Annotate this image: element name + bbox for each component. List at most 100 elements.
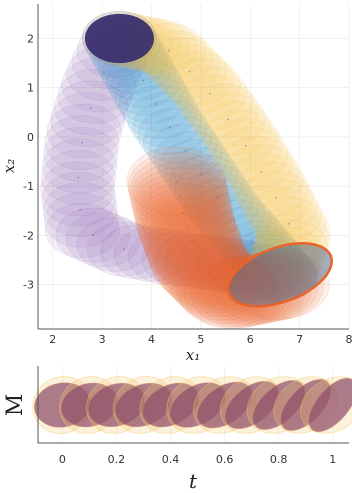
tube-ellipse [127,92,203,147]
tube-ellipse [66,212,141,268]
x-axis-label: x₁ [186,346,200,364]
tube-ellipse [190,185,265,241]
x-tick-label: 6 [247,333,254,346]
tube-ellipse [229,153,304,208]
x-tick-label: 8 [346,333,352,346]
sub-y-axis-label: M [3,394,28,417]
tube-ellipse [196,100,272,156]
sub-x-tick-label: 0.6 [216,453,234,466]
center-dot [191,241,193,243]
center-dot [155,103,157,105]
tube-ellipse [127,151,228,222]
tube-ellipse [218,135,294,191]
center-dot [244,144,247,147]
tube-ellipse [153,131,229,187]
center-dot [123,248,126,250]
center-dot [178,196,181,198]
main-grid [38,4,350,329]
sub-x-tick-label: 0.8 [270,453,288,466]
center-dot [169,126,171,129]
y-tick-label: -1 [23,180,34,193]
tube-ellipse [141,231,217,287]
x-tick-label: 4 [148,333,155,346]
tube-ellipse [202,199,278,255]
center-dot [184,150,187,152]
center-dot [102,72,105,75]
y-tick-label: -2 [23,229,34,242]
tube-ellipse [128,156,229,227]
tube-ellipse [40,161,116,217]
tube-ellipse [242,179,318,234]
y-tick-label: -3 [23,279,34,292]
tube-ellipse [140,202,241,272]
tube-ellipse [142,115,218,171]
sub-tick-labels: 0 0.2 0.4 0.6 0.8 1 [59,453,336,466]
tube-ellipse [113,226,189,282]
tube-ellipse [159,51,234,106]
y-tick-label: 2 [27,32,34,45]
center-dot [214,278,216,280]
center-dot [186,227,188,229]
center-dot [142,79,144,82]
center-dot [92,234,94,236]
tube-ellipse [50,92,125,147]
center-dot [251,240,253,242]
tube-ellipse [76,217,152,272]
tube-ellipse [41,171,117,227]
center-dot [79,208,81,211]
sub-x-axis-label: t [189,469,198,493]
sub-x-tick-label: 0.4 [162,453,180,466]
main-tick-labels: 2 3 4 5 6 7 8 -3 -2 -1 0 1 2 [23,32,352,346]
tube-ellipse [139,197,239,268]
tube-ellipse [234,161,309,217]
center-dot [209,92,211,95]
center-dot [77,176,80,179]
sub-x-tick-label: 1 [329,453,336,466]
main-axes [37,4,349,330]
tube-ellipse [135,188,236,258]
x-tick-label: 2 [49,333,56,346]
final-ellipse [226,242,333,308]
sub-x-tick-label: 0.2 [108,453,126,466]
tube-ellipse [247,187,322,243]
tube-ellipse [99,224,175,280]
center-dot [175,180,178,183]
center-dot [188,70,191,73]
center-dot [167,49,170,52]
center-dot [260,170,263,173]
y-axis-label: x₂ [0,159,18,173]
tube-ellipse [145,37,220,92]
tube-ellipse [184,178,260,233]
tube-ellipse [158,139,234,194]
initial-ellipse [84,13,155,64]
tube-ellipse [43,126,119,182]
x-tick-label: 3 [99,333,106,346]
center-dot [196,254,199,257]
center-dot [288,223,290,225]
tube-ellipse [131,167,231,237]
x-tick-label: 7 [296,333,303,346]
tube-ellipse [46,103,122,159]
tube-ellipse [144,211,244,282]
sub-plot-marks [32,376,352,434]
center-dot [232,264,235,267]
ellipse-glyph [308,378,352,432]
tube-ellipse [134,183,235,253]
center-dot [90,107,92,109]
center-dot [224,288,227,291]
y-tick-label: 1 [27,82,34,95]
center-dot [164,255,166,258]
tube-ellipse [114,68,190,124]
center-dot [200,260,203,263]
tube-ellipse [57,69,132,124]
y-tick-label: 0 [27,131,34,144]
main-plot-marks [40,11,333,329]
tube-ellipse [43,192,119,248]
tube-ellipse [110,60,185,116]
tube-ellipse [146,216,246,286]
center-dot [81,141,83,144]
tube-ellipse [45,203,120,258]
tube-ellipse [174,162,249,218]
center-dot [203,267,206,270]
